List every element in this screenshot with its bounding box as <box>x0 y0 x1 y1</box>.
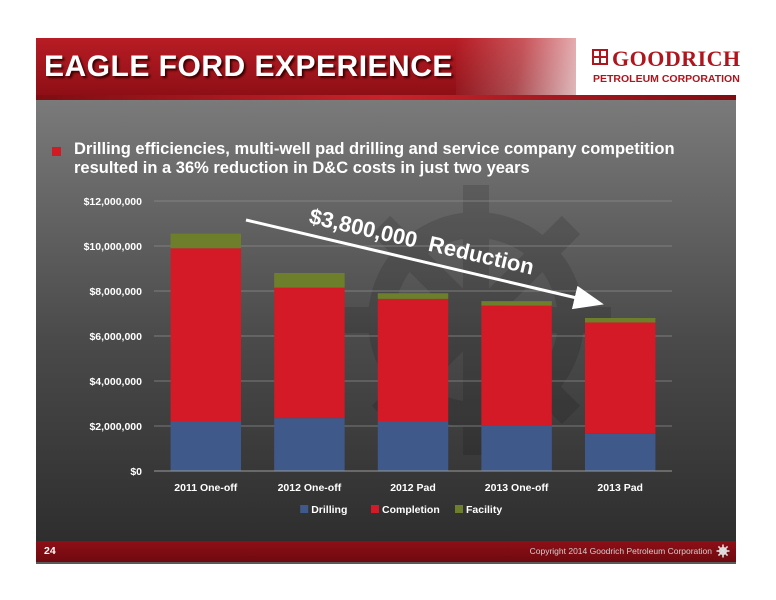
x-tick-label: 2013 One-off <box>485 482 549 494</box>
bar-segment-completion <box>481 305 552 426</box>
logo-mark-icon <box>592 49 608 65</box>
legend-swatch-drilling <box>300 505 309 513</box>
bar-segment-drilling <box>274 418 345 471</box>
title-bar: EAGLE FORD EXPERIENCE <box>36 38 576 95</box>
x-tick-label: 2011 One-off <box>174 482 238 494</box>
company-logo: GOODRICH PETROLEUM CORPORATION <box>592 46 740 90</box>
x-tick-label: 2012 One-off <box>278 482 342 494</box>
bar-segment-facility <box>584 318 656 323</box>
bar-segment-completion <box>377 298 449 422</box>
legend-label-facility: Facility <box>466 504 502 516</box>
header-stripe <box>36 95 736 100</box>
footer-logo-icon <box>716 544 730 558</box>
legend: Drilling Completion Facility <box>300 504 502 516</box>
bar-segment-completion <box>170 248 242 422</box>
legend-label-completion: Completion <box>382 504 440 516</box>
x-tick-label: 2013 Pad <box>597 482 643 494</box>
bar-segment-drilling <box>481 426 552 471</box>
bar-segment-drilling <box>170 421 242 471</box>
bar-segment-completion <box>584 322 656 434</box>
y-tick-label: $0 <box>130 466 142 478</box>
bullet-text: Drilling efficiencies, multi-well pad dr… <box>74 140 675 177</box>
bar-segment-completion <box>274 287 345 419</box>
copyright-text: Copyright 2014 Goodrich Petroleum Corpor… <box>529 546 712 556</box>
bar-segment-facility <box>377 293 449 299</box>
reduction-arrow <box>245 218 604 310</box>
logo-name: GOODRICH <box>612 46 741 71</box>
x-axis-ticks: 2011 One-off 2012 One-off 2012 Pad 2013 One… <box>174 482 643 494</box>
bar-segment-facility <box>481 301 552 306</box>
bullet-icon <box>52 147 61 156</box>
y-tick-label: $6,000,000 <box>89 331 142 343</box>
y-tick-label: $12,000,000 <box>84 196 143 208</box>
legend-label-drilling: Drilling <box>311 504 347 516</box>
y-tick-label: $8,000,000 <box>89 286 142 298</box>
footer-rule <box>36 562 736 564</box>
logo-subtitle: PETROLEUM CORPORATION <box>593 73 740 85</box>
y-axis-ticks: $0 $2,000,000 $4,000,000 $6,000,000 $8,000,0… <box>84 196 143 478</box>
bar-segment-drilling <box>377 421 449 471</box>
y-tick-label: $4,000,000 <box>89 376 142 388</box>
stacked-bar-chart: $0 $2,000,000 $4,000,000 $6,000,000 $8,000,0… <box>84 196 672 516</box>
bar-segment-facility <box>170 233 242 249</box>
bar-segment-drilling <box>584 433 656 471</box>
bars <box>170 233 656 471</box>
legend-swatch-completion <box>371 505 379 513</box>
x-tick-label: 2012 Pad <box>390 482 436 494</box>
y-tick-label: $10,000,000 <box>84 241 143 253</box>
page-title: EAGLE FORD EXPERIENCE <box>44 50 453 83</box>
legend-swatch-facility <box>455 505 463 513</box>
footer: 24 Copyright 2014 Goodrich Petroleum Cor… <box>36 541 736 562</box>
page-number: 24 <box>44 545 56 557</box>
y-tick-label: $2,000,000 <box>89 421 142 433</box>
bar-segment-facility <box>274 273 345 288</box>
